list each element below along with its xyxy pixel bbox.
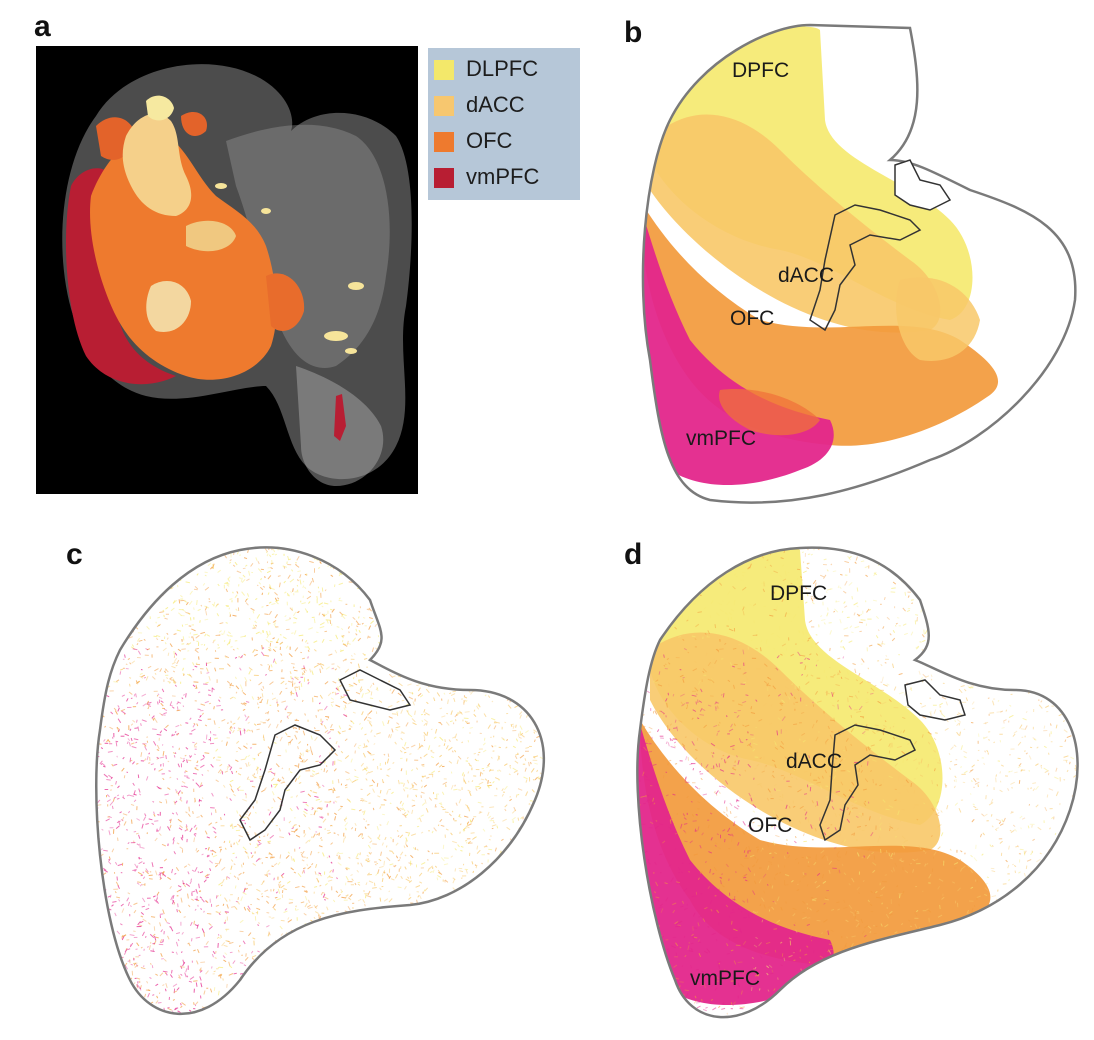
- label-ofc-b: OFC: [730, 307, 774, 330]
- brain-outline-d: [636, 546, 1079, 1019]
- ofc-swatch: [434, 132, 454, 152]
- legend-label-ofc: OFC: [466, 128, 513, 153]
- label-vmpfc-d: vmPFC: [690, 967, 760, 990]
- legend-item-vmpfc: vmPFC: [428, 160, 580, 194]
- panel-a-render: [36, 46, 418, 494]
- flatmap-c: [95, 546, 545, 1016]
- brain-outline-b: [641, 23, 1077, 504]
- brain-outline-c: [95, 546, 545, 1016]
- panel-a-letter: a: [34, 10, 51, 43]
- dacc-3d-region: [122, 113, 192, 216]
- label-dpfc-b: DPFC: [732, 59, 789, 82]
- legend-item-dacc: dACC: [428, 88, 580, 122]
- panel-d-letter: d: [624, 538, 643, 571]
- legend-item-ofc: OFC: [428, 124, 580, 158]
- legend-label-dacc: dACC: [466, 92, 525, 117]
- flatmap-d: DPFC dACC OFC vmPFC: [636, 546, 1079, 1019]
- panel-b-letter: b: [624, 16, 643, 49]
- flatmap-b: DPFC dACC OFC vmPFC: [641, 23, 1077, 504]
- scatter-c: [96, 547, 544, 1014]
- dlpfc-swatch: [434, 60, 454, 80]
- label-dpfc-d: DPFC: [770, 582, 827, 605]
- panel-c-flatmap: [80, 540, 560, 1030]
- legend-item-dlpfc: DLPFC: [428, 52, 580, 86]
- label-ofc-d: OFC: [748, 814, 792, 837]
- legend: DLPFC dACC OFC vmPFC: [428, 48, 580, 200]
- label-dacc-d: dACC: [786, 750, 842, 773]
- ofc-3d-region: [90, 134, 277, 380]
- panel-c-letter: c: [66, 538, 83, 571]
- dlpfc-3d-region: [146, 95, 174, 121]
- vmpfc-swatch: [434, 168, 454, 188]
- panel-d-flatmap: DPFC dACC OFC vmPFC: [620, 540, 1090, 1030]
- legend-label-vmpfc: vmPFC: [466, 164, 540, 189]
- legend-label-dlpfc: DLPFC: [466, 56, 539, 81]
- dacc-swatch: [434, 96, 454, 116]
- dacc-region: [650, 114, 941, 333]
- label-vmpfc-b: vmPFC: [686, 427, 756, 450]
- panel-b-flatmap: DPFC dACC OFC vmPFC: [610, 20, 1090, 520]
- brain-3d-render: [36, 46, 418, 494]
- vmpfc-region: [642, 170, 834, 485]
- label-dacc-b: dACC: [778, 264, 834, 287]
